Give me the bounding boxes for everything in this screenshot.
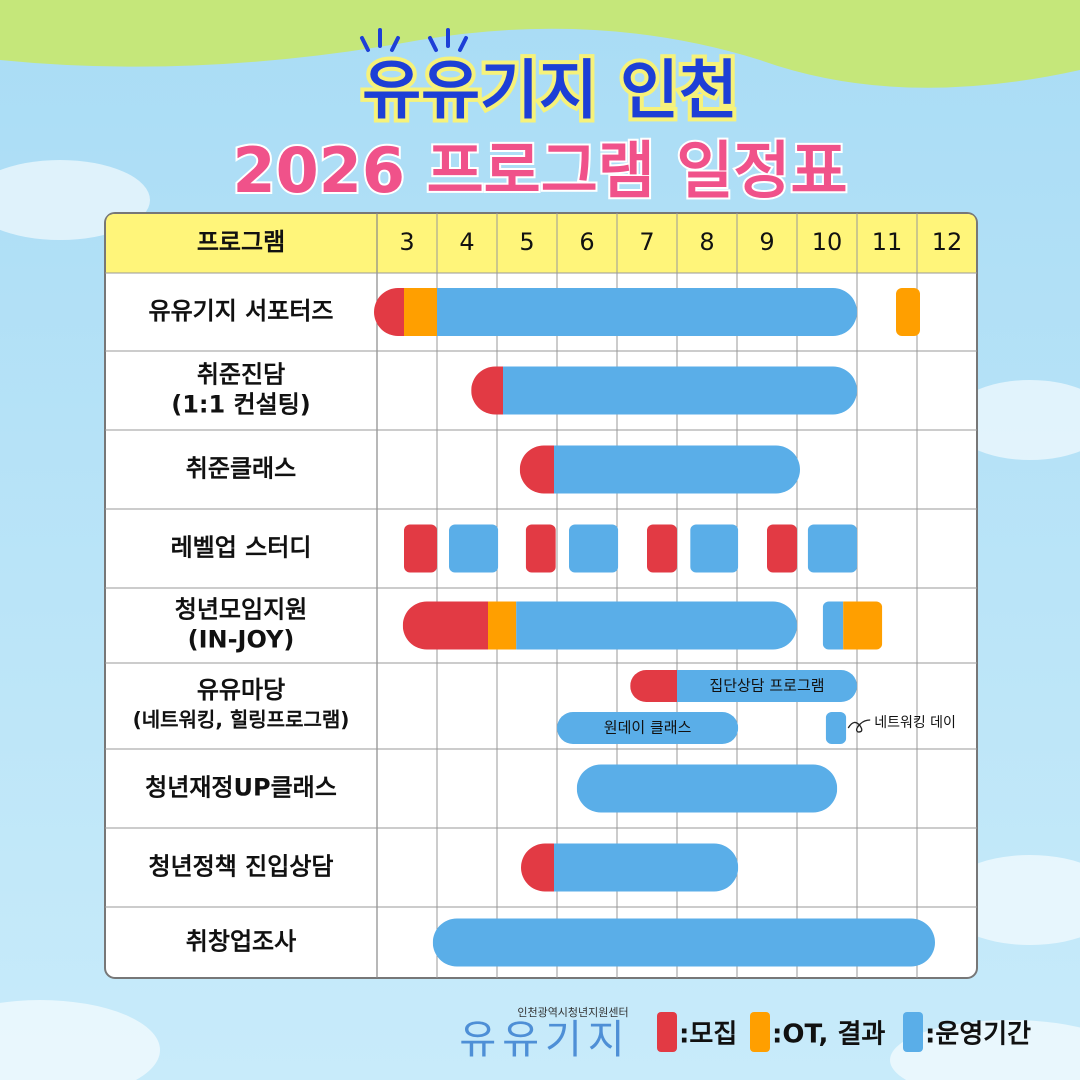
bar (767, 524, 797, 573)
bar-segment (807, 524, 857, 573)
month-label: 3 (399, 228, 414, 256)
month-label: 5 (519, 228, 534, 256)
green-band (0, 0, 1080, 88)
bar-segment (404, 524, 437, 573)
bar (569, 524, 619, 573)
bar-segment (554, 843, 739, 892)
bar (690, 524, 739, 573)
bar-label: 집단상담 프로그램 (709, 677, 824, 695)
logo: 유유기지 (459, 1017, 630, 1063)
bar-segment (576, 764, 838, 813)
bar-segment (767, 524, 797, 573)
bar-segment (843, 601, 883, 650)
program-name: 취창업조사 (186, 928, 296, 956)
bar-segment (557, 712, 739, 744)
bar-segment (404, 288, 437, 336)
bar (822, 601, 883, 650)
bar-segment (488, 601, 517, 650)
program-name: (1:1 컨설팅) (171, 391, 311, 419)
bar-segment (630, 670, 677, 702)
bar-segment (437, 288, 857, 336)
bar (519, 445, 800, 494)
month-label: 9 (759, 228, 774, 256)
month-label: 10 (812, 228, 843, 256)
program-name: 청년모임지원 (175, 596, 307, 624)
legend-label: :운영기간 (925, 1020, 1031, 1050)
bar-segment (525, 524, 556, 573)
bar-segment (503, 366, 857, 415)
bar (521, 843, 739, 892)
legend-swatch (750, 1012, 770, 1052)
month-label: 11 (872, 228, 903, 256)
bar-segment (822, 601, 844, 650)
bar (432, 918, 935, 967)
legend-swatch (657, 1012, 677, 1052)
bar-segment (432, 918, 935, 967)
bar (825, 712, 847, 744)
legend-swatch (903, 1012, 923, 1052)
legend-label: :OT, 결과 (772, 1020, 885, 1050)
bar-segment (825, 712, 847, 744)
bar (630, 670, 857, 702)
program-name: 청년재정UP클래스 (145, 774, 337, 802)
bar (807, 524, 857, 573)
bar (576, 764, 838, 813)
title-line2: 2026 프로그램 일정표 (232, 134, 847, 207)
title-line1: 유유기지 인천 (362, 55, 738, 129)
month-label: 6 (579, 228, 594, 256)
bar-segment (449, 524, 499, 573)
program-name: 레벨업 스터디 (171, 534, 312, 562)
program-name: (네트워킹, 힐링프로그램) (133, 708, 350, 732)
bar (647, 524, 677, 573)
bar-segment (569, 524, 619, 573)
callout (847, 719, 871, 733)
program-name: 유유기지 서포터즈 (149, 297, 334, 325)
bar (471, 366, 857, 415)
bar-segment (402, 601, 488, 650)
bar (896, 288, 920, 336)
program-name: 유유마당 (197, 676, 285, 704)
program-name: 청년정책 진입상담 (149, 853, 334, 881)
bar (449, 524, 499, 573)
bar-segment (647, 524, 677, 573)
month-label: 12 (932, 228, 963, 256)
sparks (360, 28, 468, 52)
bar-segment (677, 670, 857, 702)
bar-label: 원데이 클래스 (604, 719, 692, 737)
month-label: 7 (639, 228, 654, 256)
bar (557, 712, 739, 744)
bar-segment (896, 288, 920, 336)
bar (402, 601, 797, 650)
bar (525, 524, 556, 573)
month-label: 8 (699, 228, 714, 256)
program-name: 취준진담 (197, 361, 285, 389)
table-header (106, 214, 976, 273)
org-name: 인천광역시청년지원센터 (517, 1005, 628, 1019)
month-label: 4 (459, 228, 474, 256)
bar-label: 네트워킹 데이 (874, 715, 956, 731)
bar (374, 288, 857, 336)
bar-segment (516, 601, 797, 650)
header-label: 프로그램 (197, 228, 285, 256)
legend-label: :모집 (679, 1020, 737, 1050)
bar (404, 524, 437, 573)
bar-segment (690, 524, 739, 573)
program-name: 취준클래스 (186, 455, 296, 483)
program-name: (IN-JOY) (188, 626, 295, 654)
bar-segment (554, 445, 800, 494)
